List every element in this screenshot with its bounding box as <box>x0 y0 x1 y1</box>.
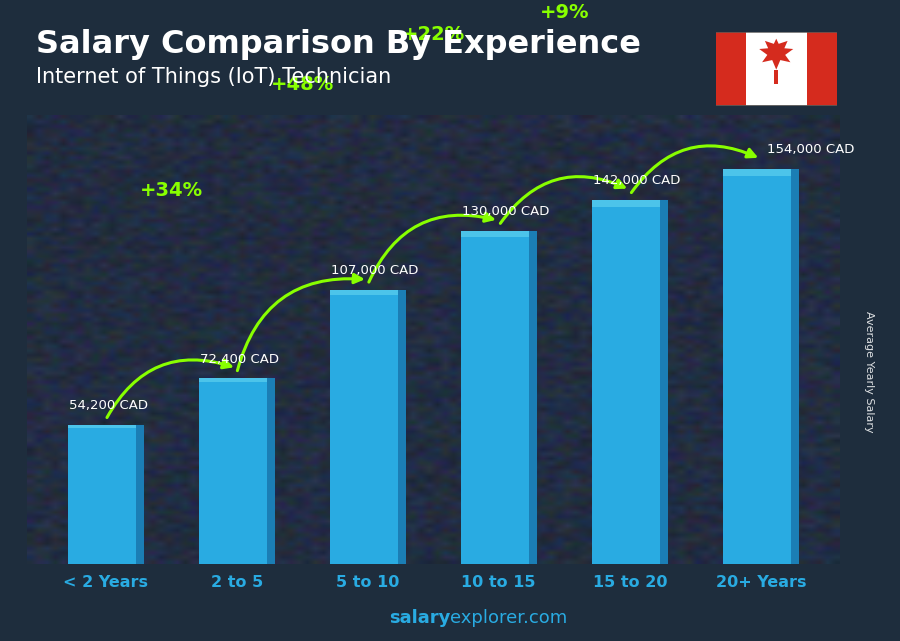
Text: Salary Comparison By Experience: Salary Comparison By Experience <box>36 29 641 60</box>
Text: 72,400 CAD: 72,400 CAD <box>200 353 279 365</box>
Bar <box>267 378 274 564</box>
Bar <box>592 200 668 564</box>
Text: Average Yearly Salary: Average Yearly Salary <box>863 311 874 433</box>
Text: 107,000 CAD: 107,000 CAD <box>331 264 418 277</box>
Bar <box>723 169 791 176</box>
Text: 154,000 CAD: 154,000 CAD <box>768 144 855 156</box>
Text: +22%: +22% <box>401 24 464 44</box>
Bar <box>199 378 274 564</box>
Bar <box>461 231 536 564</box>
Text: 54,200 CAD: 54,200 CAD <box>69 399 148 412</box>
Text: 130,000 CAD: 130,000 CAD <box>462 205 549 218</box>
Bar <box>398 290 406 564</box>
Bar <box>329 290 406 564</box>
Bar <box>774 70 778 83</box>
Bar <box>329 290 398 295</box>
Bar <box>791 169 799 564</box>
Bar <box>592 200 661 206</box>
Bar <box>723 169 799 564</box>
Text: +48%: +48% <box>271 74 334 94</box>
Text: +34%: +34% <box>140 181 202 200</box>
Polygon shape <box>760 38 793 70</box>
Bar <box>461 231 529 237</box>
Bar <box>806 32 837 106</box>
Bar <box>199 378 267 382</box>
Text: explorer.com: explorer.com <box>450 609 567 627</box>
Text: +9%: +9% <box>539 3 589 22</box>
Bar <box>716 32 746 106</box>
Text: salary: salary <box>389 609 450 627</box>
Bar <box>529 231 536 564</box>
Text: Internet of Things (IoT) Technician: Internet of Things (IoT) Technician <box>36 67 392 87</box>
Text: 142,000 CAD: 142,000 CAD <box>593 174 680 187</box>
Bar <box>68 425 144 564</box>
Bar <box>68 425 136 428</box>
Bar <box>661 200 668 564</box>
Bar <box>136 425 144 564</box>
